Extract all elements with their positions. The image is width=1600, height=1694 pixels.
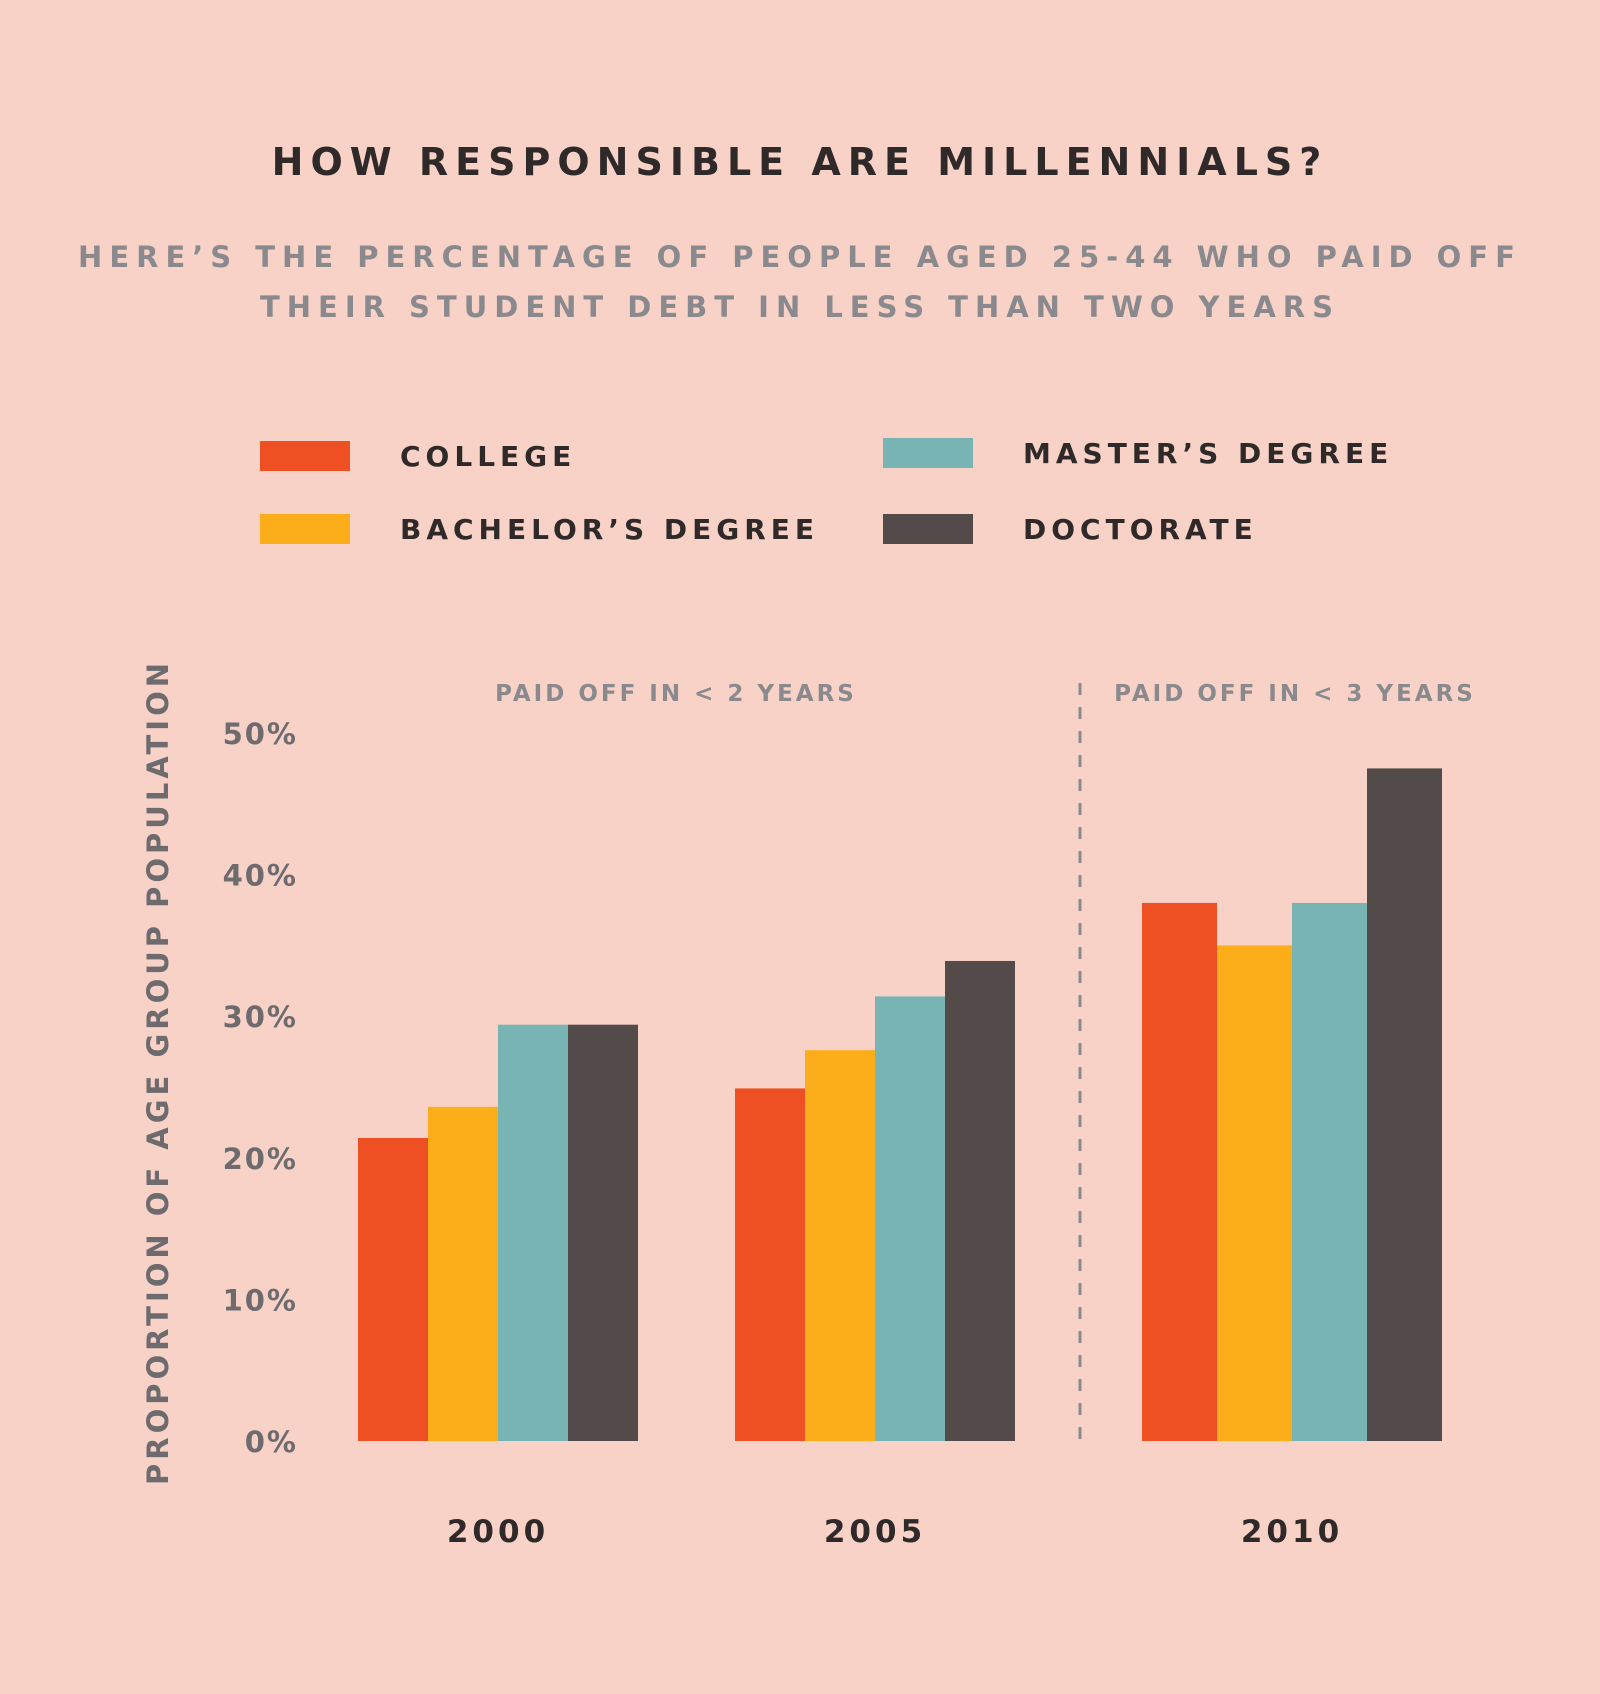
legend-label-masters: MASTER’S DEGREE <box>1023 437 1394 470</box>
annotation-under-2-years: PAID OFF IN < 2 YEARS <box>495 681 857 707</box>
y-tick-label: 20% <box>223 1142 298 1176</box>
bar-2000-doctorate <box>568 1024 638 1441</box>
bar-2000-college <box>358 1137 428 1441</box>
x-axis-labels: 2000 2005 2010 <box>447 1514 1343 1550</box>
legend-swatch-masters <box>883 438 973 468</box>
y-axis-ticks: 0% 10% 20% 30% 40% 50% <box>223 717 298 1459</box>
bar-2010-college <box>1142 902 1217 1441</box>
bar-2010-master-s-degree <box>1292 902 1367 1441</box>
legend-label-bachelors: BACHELOR’S DEGREE <box>400 513 820 546</box>
x-category-label: 2005 <box>824 1514 926 1550</box>
bar-2005-bachelor-s-degree <box>805 1050 875 1441</box>
legend-swatch-college <box>260 441 350 471</box>
legend-label-doctorate: DOCTORATE <box>1023 513 1258 546</box>
legend-swatch-bachelors <box>260 514 350 544</box>
y-tick-label: 50% <box>223 717 298 751</box>
y-tick-label: 0% <box>245 1425 298 1459</box>
bar-2005-doctorate <box>945 960 1015 1441</box>
chart-subtitle-line-2: THEIR STUDENT DEBT IN LESS THAN TWO YEAR… <box>259 290 1341 324</box>
bars <box>358 768 1442 1441</box>
x-category-label: 2010 <box>1241 1514 1343 1550</box>
chart-subtitle-line-1: HERE’S THE PERCENTAGE OF PEOPLE AGED 25-… <box>78 240 1522 274</box>
bar-2000-bachelor-s-degree <box>428 1106 498 1441</box>
chart-title: HOW RESPONSIBLE ARE MILLENNIALS? <box>271 140 1329 184</box>
x-category-label: 2000 <box>447 1514 549 1550</box>
bar-2010-bachelor-s-degree <box>1217 945 1292 1441</box>
legend-swatch-doctorate <box>883 514 973 544</box>
bar-2010-doctorate <box>1367 768 1442 1441</box>
bar-2005-college <box>735 1088 805 1441</box>
bar-2000-master-s-degree <box>498 1024 568 1441</box>
y-tick-label: 30% <box>223 1000 298 1034</box>
bar-2005-master-s-degree <box>875 996 945 1441</box>
y-tick-label: 10% <box>223 1283 298 1317</box>
y-tick-label: 40% <box>223 859 298 893</box>
y-axis-title: PROPORTION OF AGE GROUP POPULATION <box>141 659 175 1485</box>
legend-label-college: COLLEGE <box>400 440 577 473</box>
annotation-under-3-years: PAID OFF IN < 3 YEARS <box>1114 681 1476 707</box>
